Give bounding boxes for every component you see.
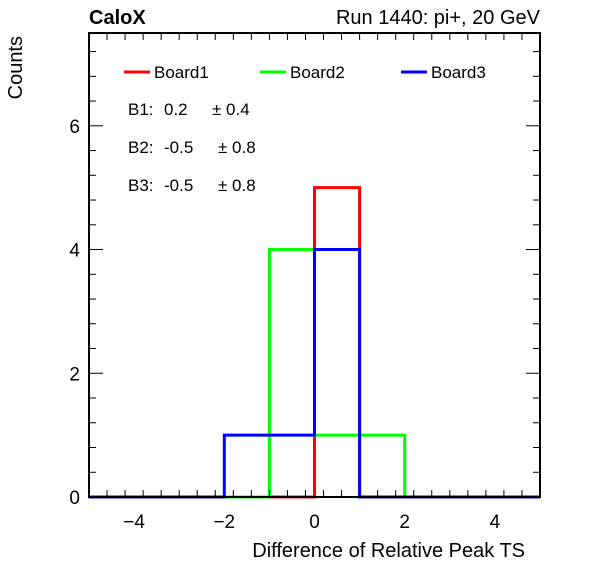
legend: Board1 Board2 Board3: [124, 63, 486, 82]
y-axis-title: Counts: [5, 36, 27, 99]
series-layer: [89, 186, 540, 499]
stat-error: ± 0.8: [218, 138, 256, 157]
stat-mean: 0.2: [164, 100, 188, 119]
run-info-label: Run 1440: pi+, 20 GeV: [335, 7, 540, 29]
x-axis-title: Difference of Relative Peak TS: [252, 540, 525, 562]
plot-frame: [88, 32, 541, 498]
stat-label: B2:: [128, 138, 154, 157]
y-tick-label: 6: [69, 117, 80, 138]
experiment-label: CaloX: [89, 7, 146, 29]
y-tick-label: 0: [69, 488, 80, 509]
x-tick-label: 0: [309, 512, 320, 533]
x-tick-label: 2: [399, 512, 410, 533]
y-tick-label: 4: [69, 241, 80, 262]
stat-label: B1:: [128, 100, 154, 119]
stat-error: ± 0.4: [212, 100, 250, 119]
ticks-layer: [88, 33, 541, 498]
x-tick-label: −4: [123, 512, 145, 533]
tick-labels-layer: −4 −2 0 2 4 0 2 4 6: [69, 117, 500, 533]
legend-label-board2: Board2: [290, 63, 345, 82]
stat-error: ± 0.8: [218, 176, 256, 195]
y-tick-label: 2: [69, 364, 80, 385]
x-tick-label: −2: [213, 512, 235, 533]
stat-mean: -0.5: [164, 176, 193, 195]
stat-mean: -0.5: [164, 138, 193, 157]
stats-box: B1: 0.2 ± 0.4 B2: -0.5 ± 0.8 B3: -0.5 ± 0.8: [128, 100, 256, 195]
x-tick-label: 4: [490, 512, 501, 533]
stat-label: B3:: [128, 176, 154, 195]
legend-label-board1: Board1: [154, 63, 209, 82]
legend-label-board3: Board3: [431, 63, 486, 82]
